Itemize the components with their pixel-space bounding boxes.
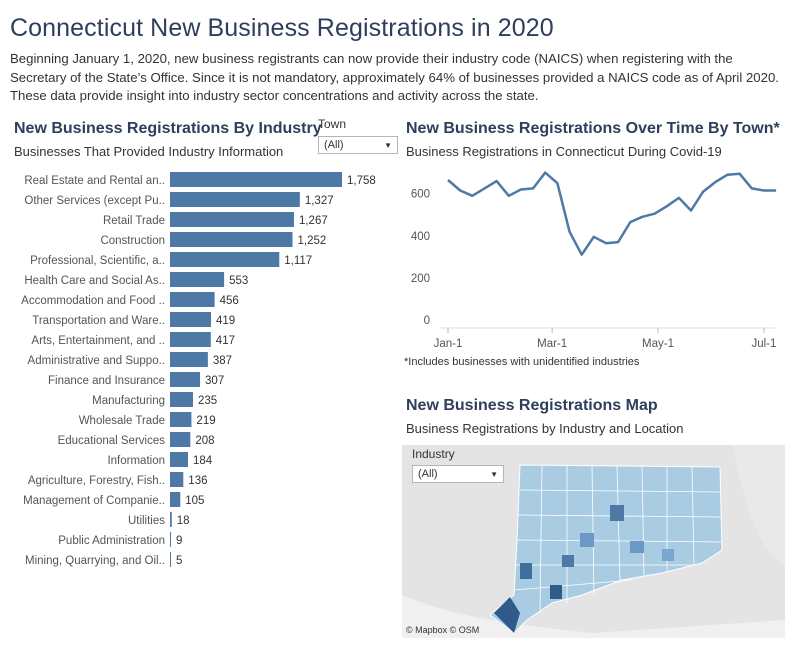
time-chart-title: New Business Registrations Over Time By …: [406, 120, 780, 137]
y-tick-label: 200: [411, 273, 430, 285]
bar: [170, 492, 181, 507]
bar: [170, 332, 211, 347]
bar-value-label: 105: [185, 495, 204, 507]
bar: [170, 192, 300, 207]
bar-value-label: 417: [216, 335, 235, 347]
page-description: Beginning January 1, 2020, new business …: [10, 51, 779, 103]
bar: [170, 172, 342, 187]
category-label: Public Administration: [58, 535, 165, 547]
bar: [170, 372, 201, 387]
industry-bar-chart: Real Estate and Rental an.. 1,758 Other Se…: [21, 172, 376, 567]
bar: [170, 312, 211, 327]
category-label: Mining, Quarrying, and Oil..: [25, 555, 165, 567]
bar: [170, 552, 171, 567]
time-chart-footnote: *Includes businesses with unidentified i…: [404, 356, 640, 368]
category-label: Real Estate and Rental an..: [24, 175, 165, 187]
bar: [170, 272, 225, 287]
bar-value-label: 1,267: [299, 215, 328, 227]
bar: [170, 432, 191, 447]
bar-value-label: 18: [177, 515, 190, 527]
industry-filter-value: (All): [418, 468, 438, 480]
category-label: Arts, Entertainment, and ..: [31, 335, 165, 347]
y-tick-label: 400: [411, 231, 430, 243]
category-label: Transportation and Ware..: [32, 315, 165, 327]
bar-value-label: 1,758: [347, 175, 376, 187]
bar-value-label: 208: [195, 435, 214, 447]
page-title: Connecticut New Business Registrations i…: [10, 14, 554, 42]
category-label: Retail Trade: [103, 215, 165, 227]
map-credit[interactable]: © Mapbox © OSM: [406, 625, 480, 635]
bar: [170, 532, 171, 547]
bar: [170, 232, 293, 247]
time-line-chart: 0 200 400 600 Jan-1 Mar-1 May-1 Jul-1: [411, 171, 777, 350]
industry-filter-label: Industry: [412, 447, 455, 461]
bar-value-label: 136: [188, 475, 207, 487]
category-label: Agriculture, Forestry, Fish..: [28, 475, 165, 487]
bar-value-label: 1,327: [305, 195, 334, 207]
bar: [170, 472, 184, 487]
bar-value-label: 184: [193, 455, 213, 467]
y-tick-label: 600: [411, 189, 430, 201]
bar-value-label: 419: [216, 315, 235, 327]
category-label: Information: [107, 455, 165, 467]
bar: [170, 252, 280, 267]
chevron-down-icon: ▼: [384, 140, 392, 150]
category-label: Health Care and Social As..: [24, 275, 165, 287]
bar-value-label: 553: [229, 275, 248, 287]
bar-value-label: 9: [176, 535, 182, 547]
registrations-map[interactable]: Industry (All) ▼ © Mapbox © OSM: [402, 445, 785, 638]
map-subtitle: Business Registrations by Industry and L…: [406, 421, 684, 436]
registrations-line: [447, 171, 777, 256]
industry-filter-dropdown[interactable]: (All) ▼: [412, 465, 504, 483]
bar-value-label: 1,117: [284, 255, 312, 267]
town-filter-dropdown[interactable]: (All) ▼: [318, 136, 398, 154]
category-label: Wholesale Trade: [79, 415, 165, 427]
industry-chart-subtitle: Businesses That Provided Industry Inform…: [14, 144, 284, 159]
x-tick-label: May-1: [642, 338, 674, 350]
category-label: Administrative and Suppo..: [28, 355, 165, 367]
town-filter-value: (All): [324, 139, 344, 151]
category-label: Utilities: [128, 515, 165, 527]
x-tick-label: Jan-1: [434, 338, 463, 350]
chevron-down-icon: ▼: [490, 469, 498, 479]
bar-value-label: 307: [205, 375, 224, 387]
y-tick-label: 0: [424, 315, 430, 327]
category-label: Other Services (except Pu..: [24, 195, 165, 207]
category-label: Finance and Insurance: [48, 375, 165, 387]
bar: [170, 452, 189, 467]
category-label: Educational Services: [58, 435, 166, 447]
bar: [170, 292, 215, 307]
category-label: Construction: [100, 235, 165, 247]
category-label: Manufacturing: [92, 395, 165, 407]
bar-value-label: 456: [220, 295, 239, 307]
x-tick-label: Jul-1: [751, 338, 776, 350]
category-label: Professional, Scientific, a..: [30, 255, 165, 267]
x-tick-label: Mar-1: [537, 338, 567, 350]
industry-chart-title: New Business Registrations By Industry: [14, 120, 322, 137]
bar-value-label: 219: [196, 415, 215, 427]
map-title: New Business Registrations Map: [406, 397, 658, 414]
time-chart-subtitle: Business Registrations in Connecticut Du…: [406, 144, 722, 159]
category-label: Management of Companie..: [23, 495, 165, 507]
bar: [170, 392, 193, 407]
bar: [170, 412, 192, 427]
bar: [170, 212, 294, 227]
bar-value-label: 5: [176, 555, 182, 567]
bar: [170, 352, 208, 367]
bar-value-label: 387: [213, 355, 232, 367]
town-filter-label: Town: [318, 117, 347, 131]
bar-value-label: 1,252: [297, 235, 326, 247]
bar: [170, 512, 172, 527]
category-label: Accommodation and Food ..: [21, 295, 165, 307]
bar-value-label: 235: [198, 395, 217, 407]
